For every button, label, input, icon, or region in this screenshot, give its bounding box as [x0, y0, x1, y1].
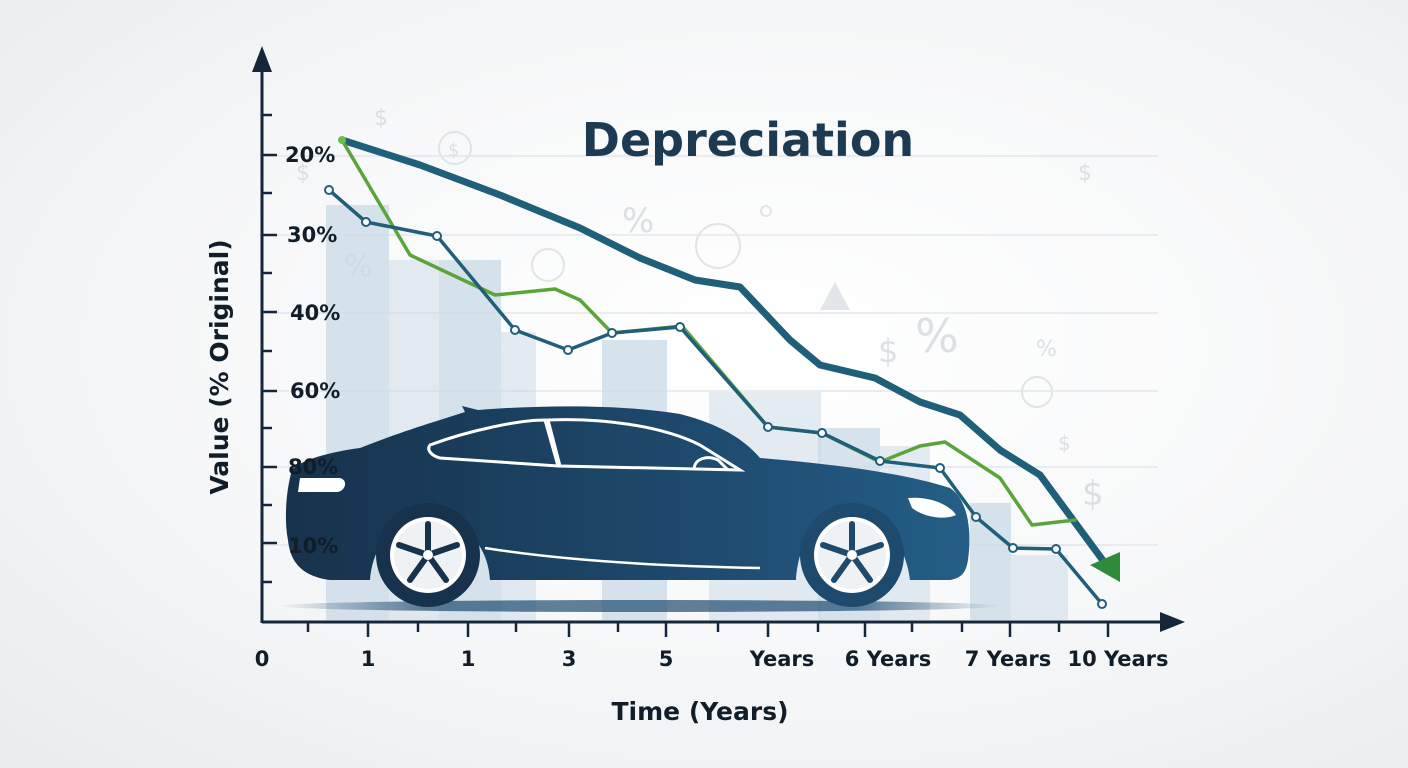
data-point-marker [817, 428, 827, 438]
data-point-marker [1051, 544, 1061, 554]
x-tick-label: 1 [361, 647, 376, 671]
y-tick-label: 30% [287, 223, 337, 247]
line-series [324, 136, 1120, 609]
rear-wheel [376, 503, 480, 607]
drop-icon [820, 282, 850, 310]
dollar-icon: $ [1078, 161, 1092, 186]
y-tick-label: 20% [285, 143, 335, 167]
data-point-marker [763, 422, 773, 432]
x-tick-label: Years [749, 647, 815, 671]
x-tick-label: 5 [659, 647, 674, 671]
x-tick-label: 10 Years [1067, 647, 1168, 671]
y-tick-label: 80% [288, 455, 338, 479]
data-point-marker [432, 231, 442, 241]
x-axis-label: Time (Years) [611, 697, 788, 726]
dollar-icon: $ [296, 161, 310, 186]
dollar-icon: $ [374, 106, 388, 131]
y-tick-label: 10% [288, 534, 338, 558]
x-tick-label: 3 [562, 647, 577, 671]
data-point-marker [675, 322, 685, 332]
coin-icon [695, 223, 741, 269]
coin-icon [1021, 376, 1053, 408]
x-tick-label: 0 [255, 647, 270, 671]
data-point-marker [875, 456, 885, 466]
bar [970, 503, 1011, 620]
data-point-marker [361, 217, 371, 227]
y-axis [252, 46, 277, 623]
x-tick-label: 6 Years [845, 647, 931, 671]
y-tick-labels: 20% 30% 40% 60% 80% 10% [285, 143, 340, 558]
x-tick-label: 7 Years [965, 647, 1051, 671]
dollar-icon: $ [1058, 431, 1071, 455]
bar [1011, 555, 1068, 620]
chart-title: Depreciation [582, 113, 914, 167]
x-tick-label: 1 [461, 647, 476, 671]
coin-icon [438, 131, 472, 165]
dollar-icon: $ [878, 332, 898, 370]
data-point-marker [1097, 599, 1107, 609]
front-wheel [800, 503, 904, 607]
percent-icon: % [1036, 337, 1057, 362]
down-arrow-icon [1090, 552, 1120, 582]
data-point-marker [1008, 543, 1018, 553]
start-point-marker [338, 136, 346, 144]
data-point-marker [607, 328, 617, 338]
x-tick-labels: 0 1 1 3 5 Years 6 Years 7 Years 10 Years [255, 647, 1169, 671]
line-series-0 [338, 136, 1114, 574]
coin-icon [531, 248, 565, 282]
car-illustration [285, 406, 970, 607]
data-point-marker [510, 325, 520, 335]
percent-icon: % [915, 309, 959, 363]
dollar-icon: $ [1082, 474, 1104, 514]
data-point-marker [563, 345, 573, 355]
dollar-icon: $ [448, 140, 459, 161]
y-tick-label: 60% [290, 379, 340, 403]
y-axis-label: Value (% Original) [205, 239, 234, 494]
x-axis [262, 612, 1185, 637]
data-point-marker [324, 185, 334, 195]
data-point-marker [971, 512, 981, 522]
data-point-marker [935, 463, 945, 473]
y-tick-label: 40% [290, 301, 340, 325]
car-shadow [280, 600, 1000, 612]
